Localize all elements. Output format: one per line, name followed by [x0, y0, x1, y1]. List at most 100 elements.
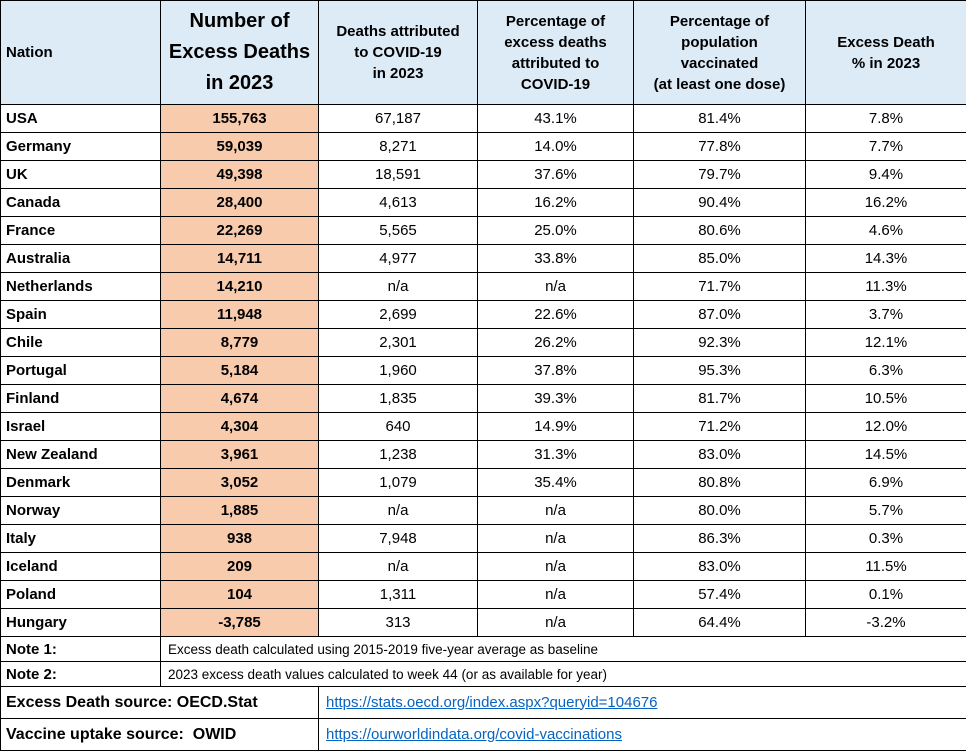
nation-cell: USA	[0, 104, 161, 133]
nation-cell: Portugal	[0, 356, 161, 385]
table-row: Netherlands 14,210 n/a n/a 71.7% 11.3%	[0, 272, 966, 301]
note-row-1: Note 1: Excess death calculated using 20…	[0, 636, 966, 662]
pct-excess-covid-cell: 39.3%	[477, 384, 634, 413]
covid-deaths-cell: 4,977	[318, 244, 478, 273]
excess-death-source-link-cell: https://stats.oecd.org/index.aspx?queryi…	[318, 686, 966, 719]
table-row: Norway 1,885 n/a n/a 80.0% 5.7%	[0, 496, 966, 525]
excess-death-pct-cell: 9.4%	[805, 160, 966, 189]
nation-cell: Spain	[0, 300, 161, 329]
oecd-stat-link[interactable]: https://stats.oecd.org/index.aspx?queryi…	[326, 693, 658, 711]
header-nation: Nation	[0, 0, 161, 105]
excess-deaths-cell: 209	[160, 552, 319, 581]
pct-excess-covid-cell: n/a	[477, 608, 634, 637]
table-row: New Zealand 3,961 1,238 31.3% 83.0% 14.5%	[0, 440, 966, 469]
excess-deaths-cell: 11,948	[160, 300, 319, 329]
covid-deaths-cell: n/a	[318, 552, 478, 581]
nation-cell: UK	[0, 160, 161, 189]
pct-vaccinated-cell: 81.4%	[633, 104, 806, 133]
pct-vaccinated-cell: 80.6%	[633, 216, 806, 245]
pct-excess-covid-cell: 22.6%	[477, 300, 634, 329]
header-row: Nation Number of Excess Deaths in 2023 D…	[0, 0, 966, 105]
covid-deaths-cell: n/a	[318, 272, 478, 301]
table-row: Chile 8,779 2,301 26.2% 92.3% 12.1%	[0, 328, 966, 357]
excess-death-pct-cell: 7.7%	[805, 132, 966, 161]
nation-cell: Poland	[0, 580, 161, 609]
excess-deaths-cell: 8,779	[160, 328, 319, 357]
pct-vaccinated-cell: 90.4%	[633, 188, 806, 217]
table-row: Italy 938 7,948 n/a 86.3% 0.3%	[0, 524, 966, 553]
nation-cell: Denmark	[0, 468, 161, 497]
table-row: USA 155,763 67,187 43.1% 81.4% 7.8%	[0, 104, 966, 133]
table-row: Poland 104 1,311 n/a 57.4% 0.1%	[0, 580, 966, 609]
excess-deaths-cell: 3,052	[160, 468, 319, 497]
pct-excess-covid-cell: n/a	[477, 524, 634, 553]
nation-cell: Netherlands	[0, 272, 161, 301]
pct-vaccinated-cell: 83.0%	[633, 440, 806, 469]
pct-excess-covid-cell: 31.3%	[477, 440, 634, 469]
pct-vaccinated-cell: 92.3%	[633, 328, 806, 357]
header-excess-deaths: Number of Excess Deaths in 2023	[160, 0, 319, 105]
nation-cell: Iceland	[0, 552, 161, 581]
pct-excess-covid-cell: 14.9%	[477, 412, 634, 441]
nation-cell: Canada	[0, 188, 161, 217]
pct-vaccinated-cell: 77.8%	[633, 132, 806, 161]
covid-deaths-cell: 313	[318, 608, 478, 637]
excess-deaths-cell: 3,961	[160, 440, 319, 469]
excess-death-pct-cell: 3.7%	[805, 300, 966, 329]
covid-deaths-cell: 640	[318, 412, 478, 441]
excess-death-pct-cell: 14.5%	[805, 440, 966, 469]
vaccine-uptake-source-link-cell: https://ourworldindata.org/covid-vaccina…	[318, 718, 966, 751]
owid-link[interactable]: https://ourworldindata.org/covid-vaccina…	[326, 725, 622, 743]
excess-death-pct-cell: 6.9%	[805, 468, 966, 497]
pct-vaccinated-cell: 71.2%	[633, 412, 806, 441]
excess-deaths-cell: 59,039	[160, 132, 319, 161]
pct-vaccinated-cell: 87.0%	[633, 300, 806, 329]
excess-death-pct-cell: 14.3%	[805, 244, 966, 273]
nation-cell: New Zealand	[0, 440, 161, 469]
pct-excess-covid-cell: 16.2%	[477, 188, 634, 217]
pct-excess-covid-cell: 14.0%	[477, 132, 634, 161]
excess-death-pct-cell: 12.0%	[805, 412, 966, 441]
covid-deaths-cell: 1,079	[318, 468, 478, 497]
source-row-excess-death: Excess Death source: OECD.Stat https://s…	[0, 686, 966, 719]
table-row: Denmark 3,052 1,079 35.4% 80.8% 6.9%	[0, 468, 966, 497]
header-pct-excess-covid: Percentage of excess deaths attributed t…	[477, 0, 634, 105]
covid-deaths-cell: 1,960	[318, 356, 478, 385]
covid-deaths-cell: 1,311	[318, 580, 478, 609]
excess-deaths-cell: 5,184	[160, 356, 319, 385]
covid-deaths-cell: 2,301	[318, 328, 478, 357]
pct-vaccinated-cell: 86.3%	[633, 524, 806, 553]
nation-cell: Chile	[0, 328, 161, 357]
pct-excess-covid-cell: 25.0%	[477, 216, 634, 245]
excess-deaths-cell: 155,763	[160, 104, 319, 133]
excess-deaths-cell: 22,269	[160, 216, 319, 245]
pct-excess-covid-cell: 33.8%	[477, 244, 634, 273]
excess-death-pct-cell: 11.3%	[805, 272, 966, 301]
excess-death-pct-cell: 10.5%	[805, 384, 966, 413]
excess-death-pct-cell: -3.2%	[805, 608, 966, 637]
pct-vaccinated-cell: 80.0%	[633, 496, 806, 525]
excess-deaths-cell: 1,885	[160, 496, 319, 525]
table-row: France 22,269 5,565 25.0% 80.6% 4.6%	[0, 216, 966, 245]
excess-death-pct-cell: 0.1%	[805, 580, 966, 609]
pct-excess-covid-cell: n/a	[477, 552, 634, 581]
pct-vaccinated-cell: 64.4%	[633, 608, 806, 637]
covid-deaths-cell: 1,238	[318, 440, 478, 469]
covid-deaths-cell: 18,591	[318, 160, 478, 189]
covid-deaths-cell: 67,187	[318, 104, 478, 133]
pct-excess-covid-cell: 37.8%	[477, 356, 634, 385]
pct-vaccinated-cell: 80.8%	[633, 468, 806, 497]
nation-cell: Germany	[0, 132, 161, 161]
excess-death-pct-cell: 4.6%	[805, 216, 966, 245]
note-row-2: Note 2: 2023 excess death values calcula…	[0, 661, 966, 687]
header-pct-vaccinated: Percentage of population vaccinated (at …	[633, 0, 806, 105]
excess-deaths-cell: 4,674	[160, 384, 319, 413]
pct-excess-covid-cell: n/a	[477, 496, 634, 525]
excess-death-pct-cell: 16.2%	[805, 188, 966, 217]
pct-vaccinated-cell: 79.7%	[633, 160, 806, 189]
header-covid-deaths: Deaths attributed to COVID-19 in 2023	[318, 0, 478, 105]
table-row: Spain 11,948 2,699 22.6% 87.0% 3.7%	[0, 300, 966, 329]
note-1-text: Excess death calculated using 2015-2019 …	[160, 636, 966, 662]
